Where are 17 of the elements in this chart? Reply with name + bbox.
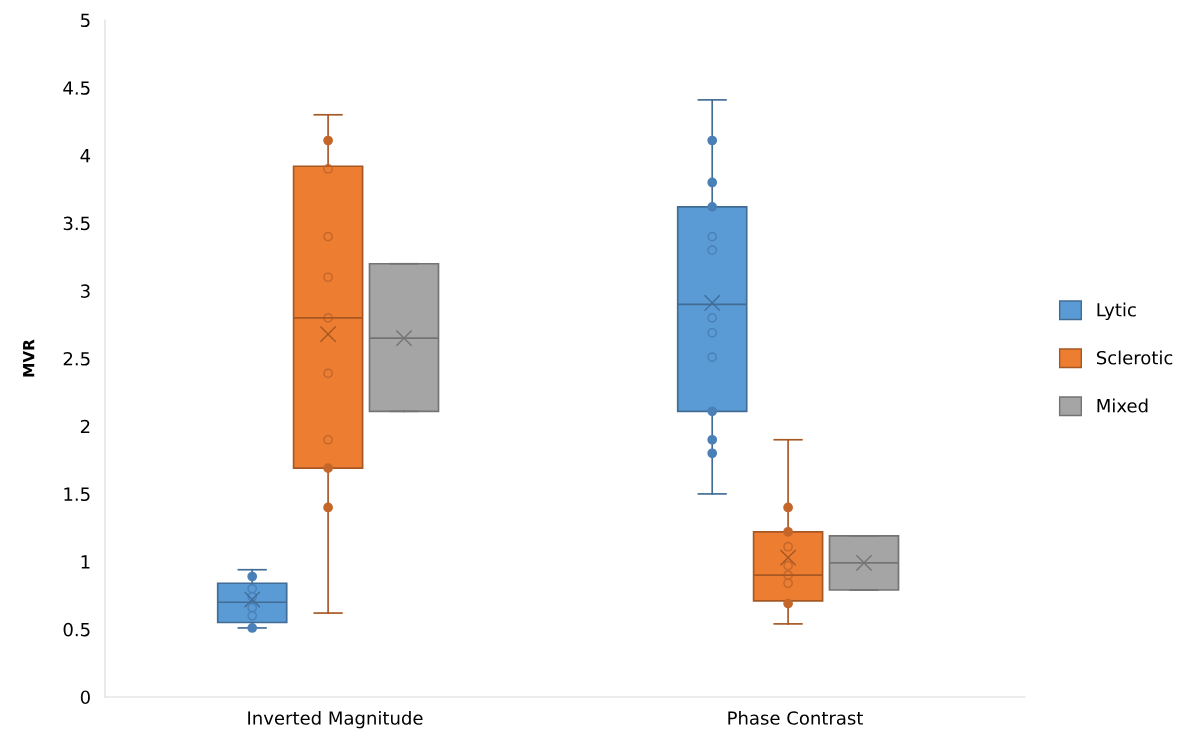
legend-label: Lytic (1097, 302, 1136, 321)
y-axis-title: MVR (23, 339, 35, 377)
y-tick-label: 0 (80, 690, 90, 705)
y-tick-label: 5 (81, 13, 90, 28)
legend-label: Mixed (1097, 398, 1148, 413)
legend-label: Sclerotic (1096, 350, 1173, 365)
y-tick-label: 2 (80, 419, 90, 434)
y-tick-label: 0.5 (63, 622, 90, 637)
y-tick-label: 3.5 (63, 216, 90, 231)
y-tick-label: 3 (81, 284, 90, 298)
y-tick-label: 4 (80, 149, 91, 163)
y-tick-label: 4.5 (63, 81, 90, 95)
y-tick-label: 2.5 (63, 351, 90, 366)
x-tick-label: Inverted Magnitude (248, 710, 423, 729)
y-tick-label: 1 (81, 555, 90, 569)
y-tick-label: 1.5 (64, 487, 90, 502)
x-tick-label: Phase Contrast (728, 710, 863, 725)
